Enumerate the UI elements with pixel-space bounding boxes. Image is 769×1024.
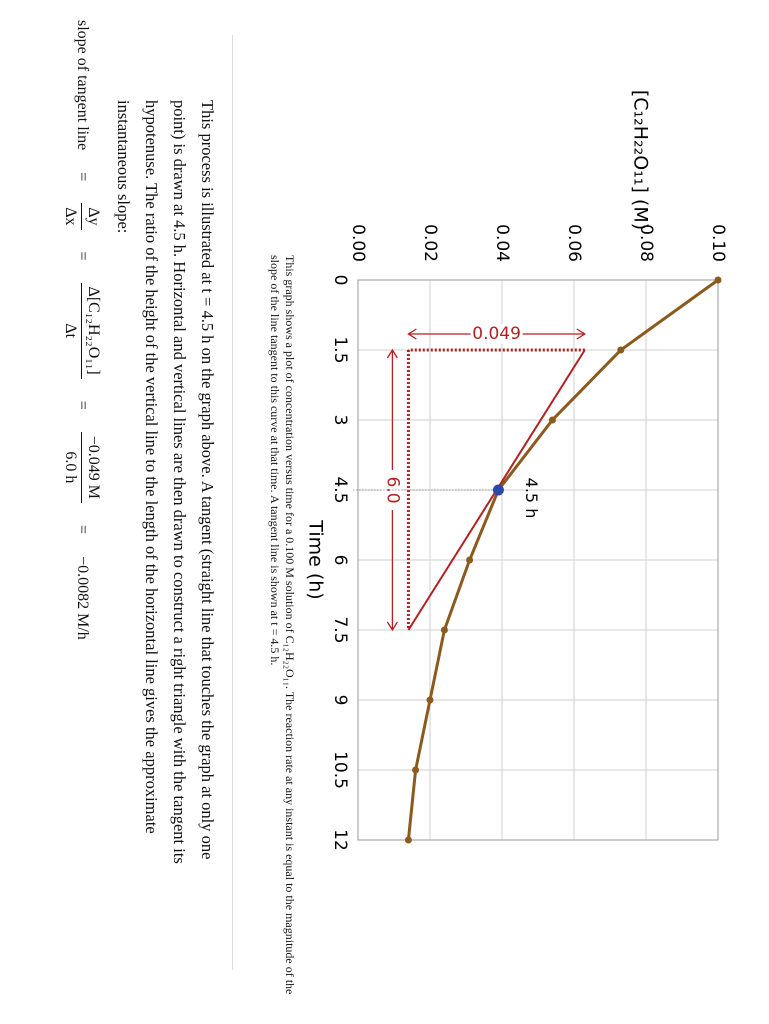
x-tick-label: 1.5 — [330, 336, 350, 363]
y-tick-label: 0.10 — [708, 224, 728, 262]
x-tick-label: 9 — [330, 695, 350, 706]
data-point — [466, 556, 474, 564]
y-tick-label: 0.04 — [492, 224, 512, 262]
x-axis-title: Time (h) — [305, 519, 327, 599]
denominator: Δx — [62, 207, 80, 226]
paragraph: This process is illustrated at t = 4.5 h… — [114, 100, 217, 864]
plot-border — [357, 279, 719, 841]
data-point — [617, 346, 625, 354]
x-tick-label: 3 — [330, 415, 350, 426]
fraction: −0.049 M 6.0 h — [62, 431, 103, 504]
x-tick-label: 6 — [330, 555, 350, 566]
y-tick-label: 0.06 — [564, 224, 584, 262]
delta-y-label: 0.049 — [472, 324, 521, 344]
data-point — [426, 696, 434, 704]
chart: [C₁₂H₂₂O₁₁] (M) Time (h) 0.00 0.02 0.04 0.0… — [305, 90, 729, 851]
x-tick-label: 0 — [330, 275, 350, 286]
point-label: 4.5 h — [522, 478, 541, 519]
y-tick-label: 0.02 — [420, 224, 440, 262]
x-tick-label: 12 — [330, 829, 350, 851]
denominator: Δt — [62, 323, 80, 339]
eq-sign: = — [74, 251, 91, 261]
data-point — [412, 766, 420, 774]
highlight-point — [492, 484, 504, 496]
data-point — [404, 836, 412, 844]
data-point — [714, 276, 722, 284]
fraction: Δy Δx — [62, 203, 103, 230]
numerator: Δ[C₁₂H₂₂O₁₁] — [81, 282, 103, 379]
separator — [232, 35, 233, 970]
eq-sign: = — [74, 172, 91, 182]
y-tick-label: 0.08 — [636, 224, 656, 262]
fraction: Δ[C₁₂H₂₂O₁₁] Δt — [62, 282, 103, 379]
eq-sign: = — [74, 525, 91, 535]
eq-sign: = — [74, 400, 91, 410]
numerator: Δy — [81, 203, 103, 230]
denominator: 6.0 h — [62, 451, 80, 484]
y-axis-title: [C₁₂H₂₂O₁₁] (M) — [630, 90, 652, 230]
caption: This graph shows a plot of concentration… — [268, 255, 297, 995]
data-point — [440, 626, 448, 634]
data-point — [548, 416, 556, 424]
eq-result: −0.0082 M/h — [74, 556, 91, 640]
label-bg — [470, 324, 523, 344]
x-tick-label: 7.5 — [330, 616, 350, 643]
x-tick-label: 4.5 — [330, 476, 350, 503]
numerator: −0.049 M — [81, 431, 103, 504]
x-tick-label: 10.5 — [330, 751, 350, 789]
y-tick-label: 0.00 — [348, 224, 368, 262]
equation: slope of tangent line = Δy Δx = Δ[C₁₂H₂₂O… — [57, 20, 107, 1020]
eq-lhs: slope of tangent line — [74, 20, 91, 151]
